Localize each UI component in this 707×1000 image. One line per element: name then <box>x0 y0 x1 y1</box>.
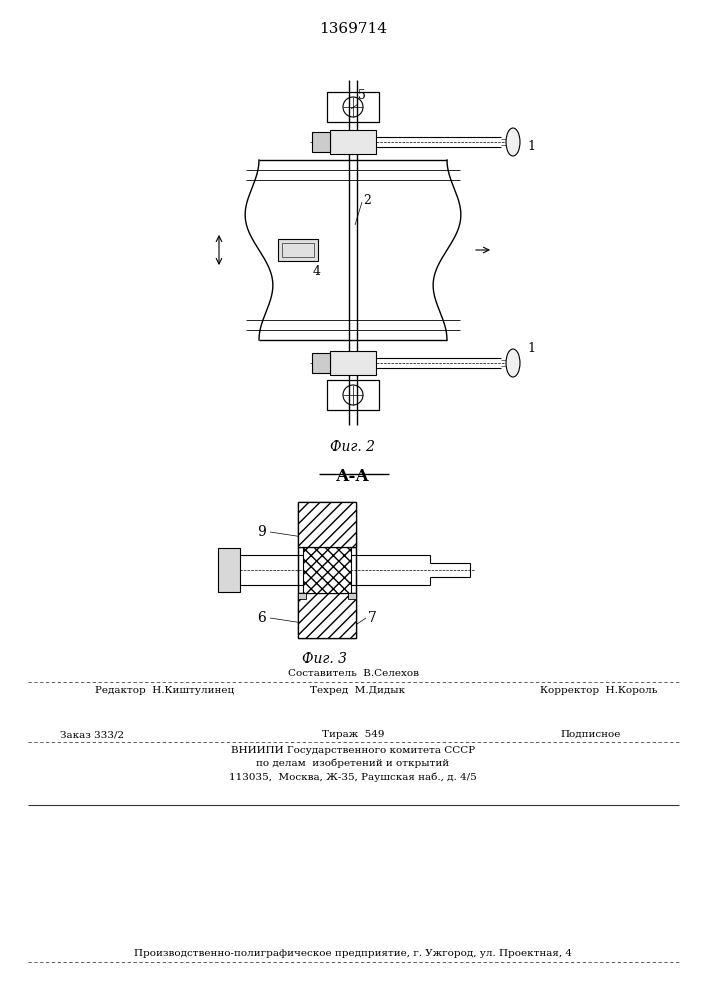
Bar <box>327 380 379 410</box>
Text: А-А: А-А <box>336 468 370 485</box>
Bar <box>330 351 376 375</box>
Text: 1: 1 <box>527 342 535 355</box>
Text: 4: 4 <box>313 265 321 278</box>
Ellipse shape <box>506 349 520 377</box>
Text: ВНИИПИ Государственного комитета СССР: ВНИИПИ Государственного комитета СССР <box>231 746 475 755</box>
Bar <box>330 130 376 154</box>
Text: 113035,  Москва, Ж-35, Раушская наб., д. 4/5: 113035, Москва, Ж-35, Раушская наб., д. … <box>229 772 477 782</box>
Text: 1: 1 <box>527 140 535 153</box>
Text: Корректор  Н.Король: Корректор Н.Король <box>540 686 658 695</box>
Text: 9: 9 <box>257 525 266 539</box>
Text: Техред  М.Дидык: Техред М.Дидык <box>310 686 405 695</box>
Bar <box>327 92 379 122</box>
Bar <box>348 593 356 599</box>
Bar <box>298 593 306 599</box>
Ellipse shape <box>506 128 520 156</box>
Text: Фиг. 3: Фиг. 3 <box>303 652 348 666</box>
Bar <box>298 593 356 638</box>
Bar <box>298 541 306 547</box>
Bar <box>218 548 240 592</box>
Text: 1369714: 1369714 <box>319 22 387 36</box>
Bar <box>312 353 330 373</box>
Text: Производственно-полиграфическое предприятие, г. Ужгород, ул. Проектная, 4: Производственно-полиграфическое предприя… <box>134 950 572 958</box>
Text: 7: 7 <box>368 611 377 625</box>
Text: Заказ 333/2: Заказ 333/2 <box>60 730 124 739</box>
Bar <box>282 243 314 257</box>
Bar <box>298 502 356 547</box>
Text: Тираж  549: Тираж 549 <box>322 730 384 739</box>
Text: Редактор  Н.Киштулинец: Редактор Н.Киштулинец <box>95 686 234 695</box>
Text: Составитель  В.Селехов: Составитель В.Селехов <box>288 669 419 678</box>
Text: Фиг. 2: Фиг. 2 <box>330 440 375 454</box>
Bar <box>303 547 351 593</box>
Text: Подписное: Подписное <box>560 730 620 739</box>
Bar <box>348 541 356 547</box>
Text: по делам  изобретений и открытий: по делам изобретений и открытий <box>257 759 450 768</box>
Text: 5: 5 <box>358 89 366 102</box>
Bar <box>312 132 330 152</box>
Bar <box>278 239 318 261</box>
Text: 2: 2 <box>363 194 371 207</box>
Text: 6: 6 <box>257 611 266 625</box>
